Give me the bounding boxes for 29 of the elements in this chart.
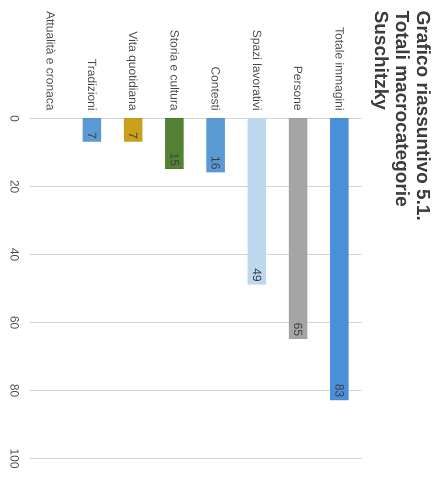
x-tick-label: Totale immagini [332,27,346,110]
data-label: 7 [126,132,140,140]
bar [288,118,308,339]
x-tick-label: Vita quotidiana [126,31,140,111]
data-label: 16 [208,156,223,170]
bar [330,118,349,400]
y-tick-label: 80 [8,384,22,398]
data-label: 83 [332,384,346,398]
y-tick-label: 100 [8,448,22,469]
y-tick-label: 60 [8,316,22,330]
x-tick-label: Contesti [208,66,223,110]
data-label: 15 [167,152,182,166]
x-tick-label: Attualità e cronaca [44,11,58,111]
bar [124,118,142,142]
y-tick-label: 40 [8,248,22,262]
text: Grafico riassuntivo 5.1. Totali macrocategorie Suschitzky [370,10,433,221]
bar [206,118,225,172]
x-tick-label: Spazi lavorativi [250,30,264,110]
data-label: 65 [291,322,306,336]
x-tick-label: Persone [291,66,306,111]
bar [165,118,184,169]
bar [248,118,266,285]
data-label: 49 [250,268,264,282]
x-tick-label: Tradizioni [84,58,99,110]
y-tick-label: 20 [8,180,22,194]
y-tick-label: 0 [8,115,22,122]
data-label: 7 [84,132,99,140]
bar [82,118,102,142]
x-tick-label: Storia e cultura [167,30,182,111]
